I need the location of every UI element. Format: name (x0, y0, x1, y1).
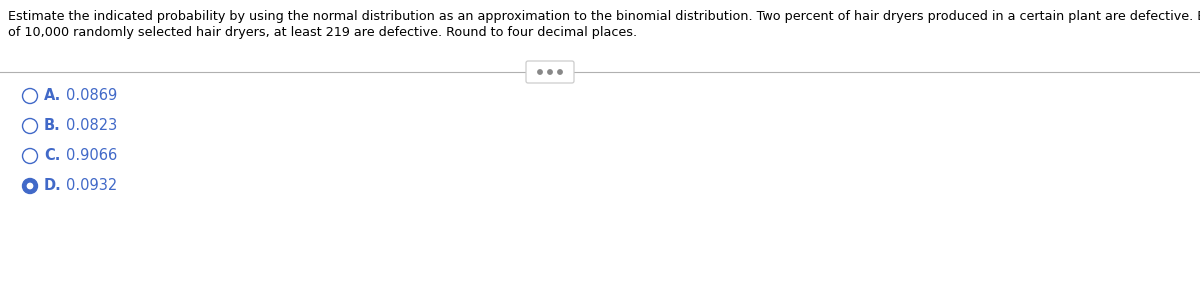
Circle shape (23, 179, 37, 193)
Text: B.: B. (44, 118, 61, 133)
Circle shape (547, 70, 552, 74)
Circle shape (23, 149, 37, 164)
Circle shape (23, 118, 37, 133)
Circle shape (23, 89, 37, 103)
Circle shape (26, 183, 34, 190)
Circle shape (558, 70, 563, 74)
FancyBboxPatch shape (526, 61, 574, 83)
Circle shape (538, 70, 542, 74)
Text: of 10,000 randomly selected hair dryers, at least 219 are defective. Round to fo: of 10,000 randomly selected hair dryers,… (8, 26, 637, 39)
Text: Estimate the indicated probability by using the normal distribution as an approx: Estimate the indicated probability by us… (8, 10, 1200, 23)
Text: D.: D. (44, 179, 61, 193)
Text: 0.0869: 0.0869 (66, 89, 118, 103)
Text: 0.9066: 0.9066 (66, 149, 118, 164)
Text: C.: C. (44, 149, 60, 164)
Text: 0.0823: 0.0823 (66, 118, 118, 133)
Text: A.: A. (44, 89, 61, 103)
Text: 0.0932: 0.0932 (66, 179, 118, 193)
